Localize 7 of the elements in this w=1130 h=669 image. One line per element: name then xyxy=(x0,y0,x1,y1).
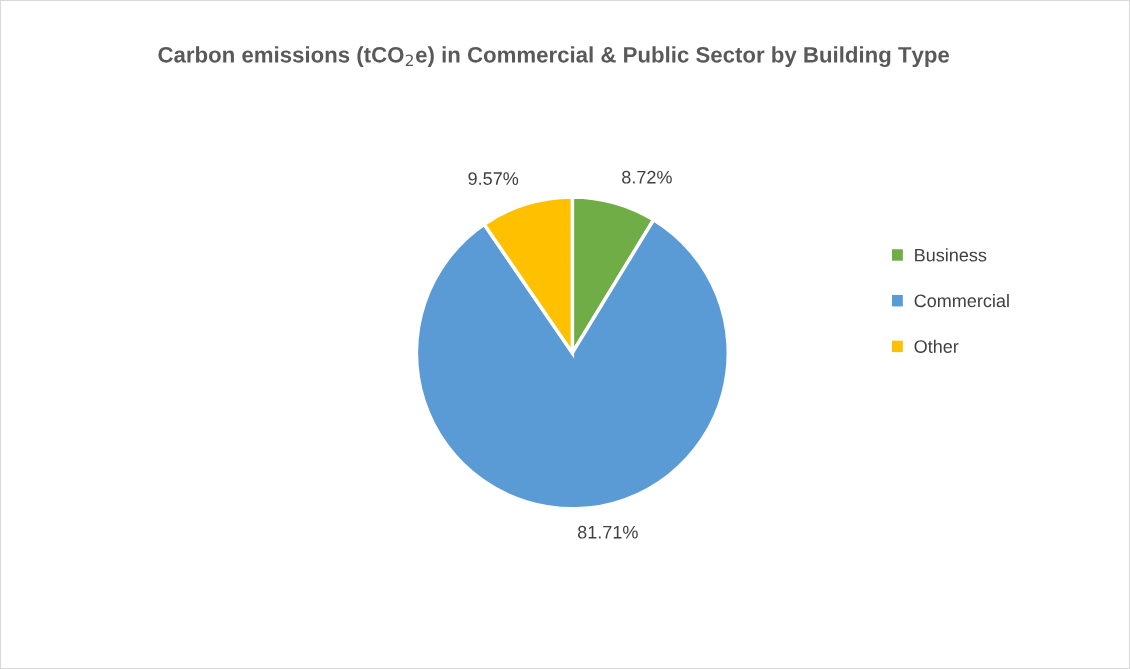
data-label: 8.72% xyxy=(622,170,672,184)
legend-label: Other xyxy=(914,339,959,353)
legend-label: Business xyxy=(915,248,987,262)
legend-label: Commercial xyxy=(914,293,1009,308)
data-label: 9.57% xyxy=(468,172,519,185)
data-label: 81.71% xyxy=(577,525,638,539)
chart-title: Carbon emissions (tCO$_{2}$e) in Commercial & Public Sector by Building Type xyxy=(158,46,950,68)
